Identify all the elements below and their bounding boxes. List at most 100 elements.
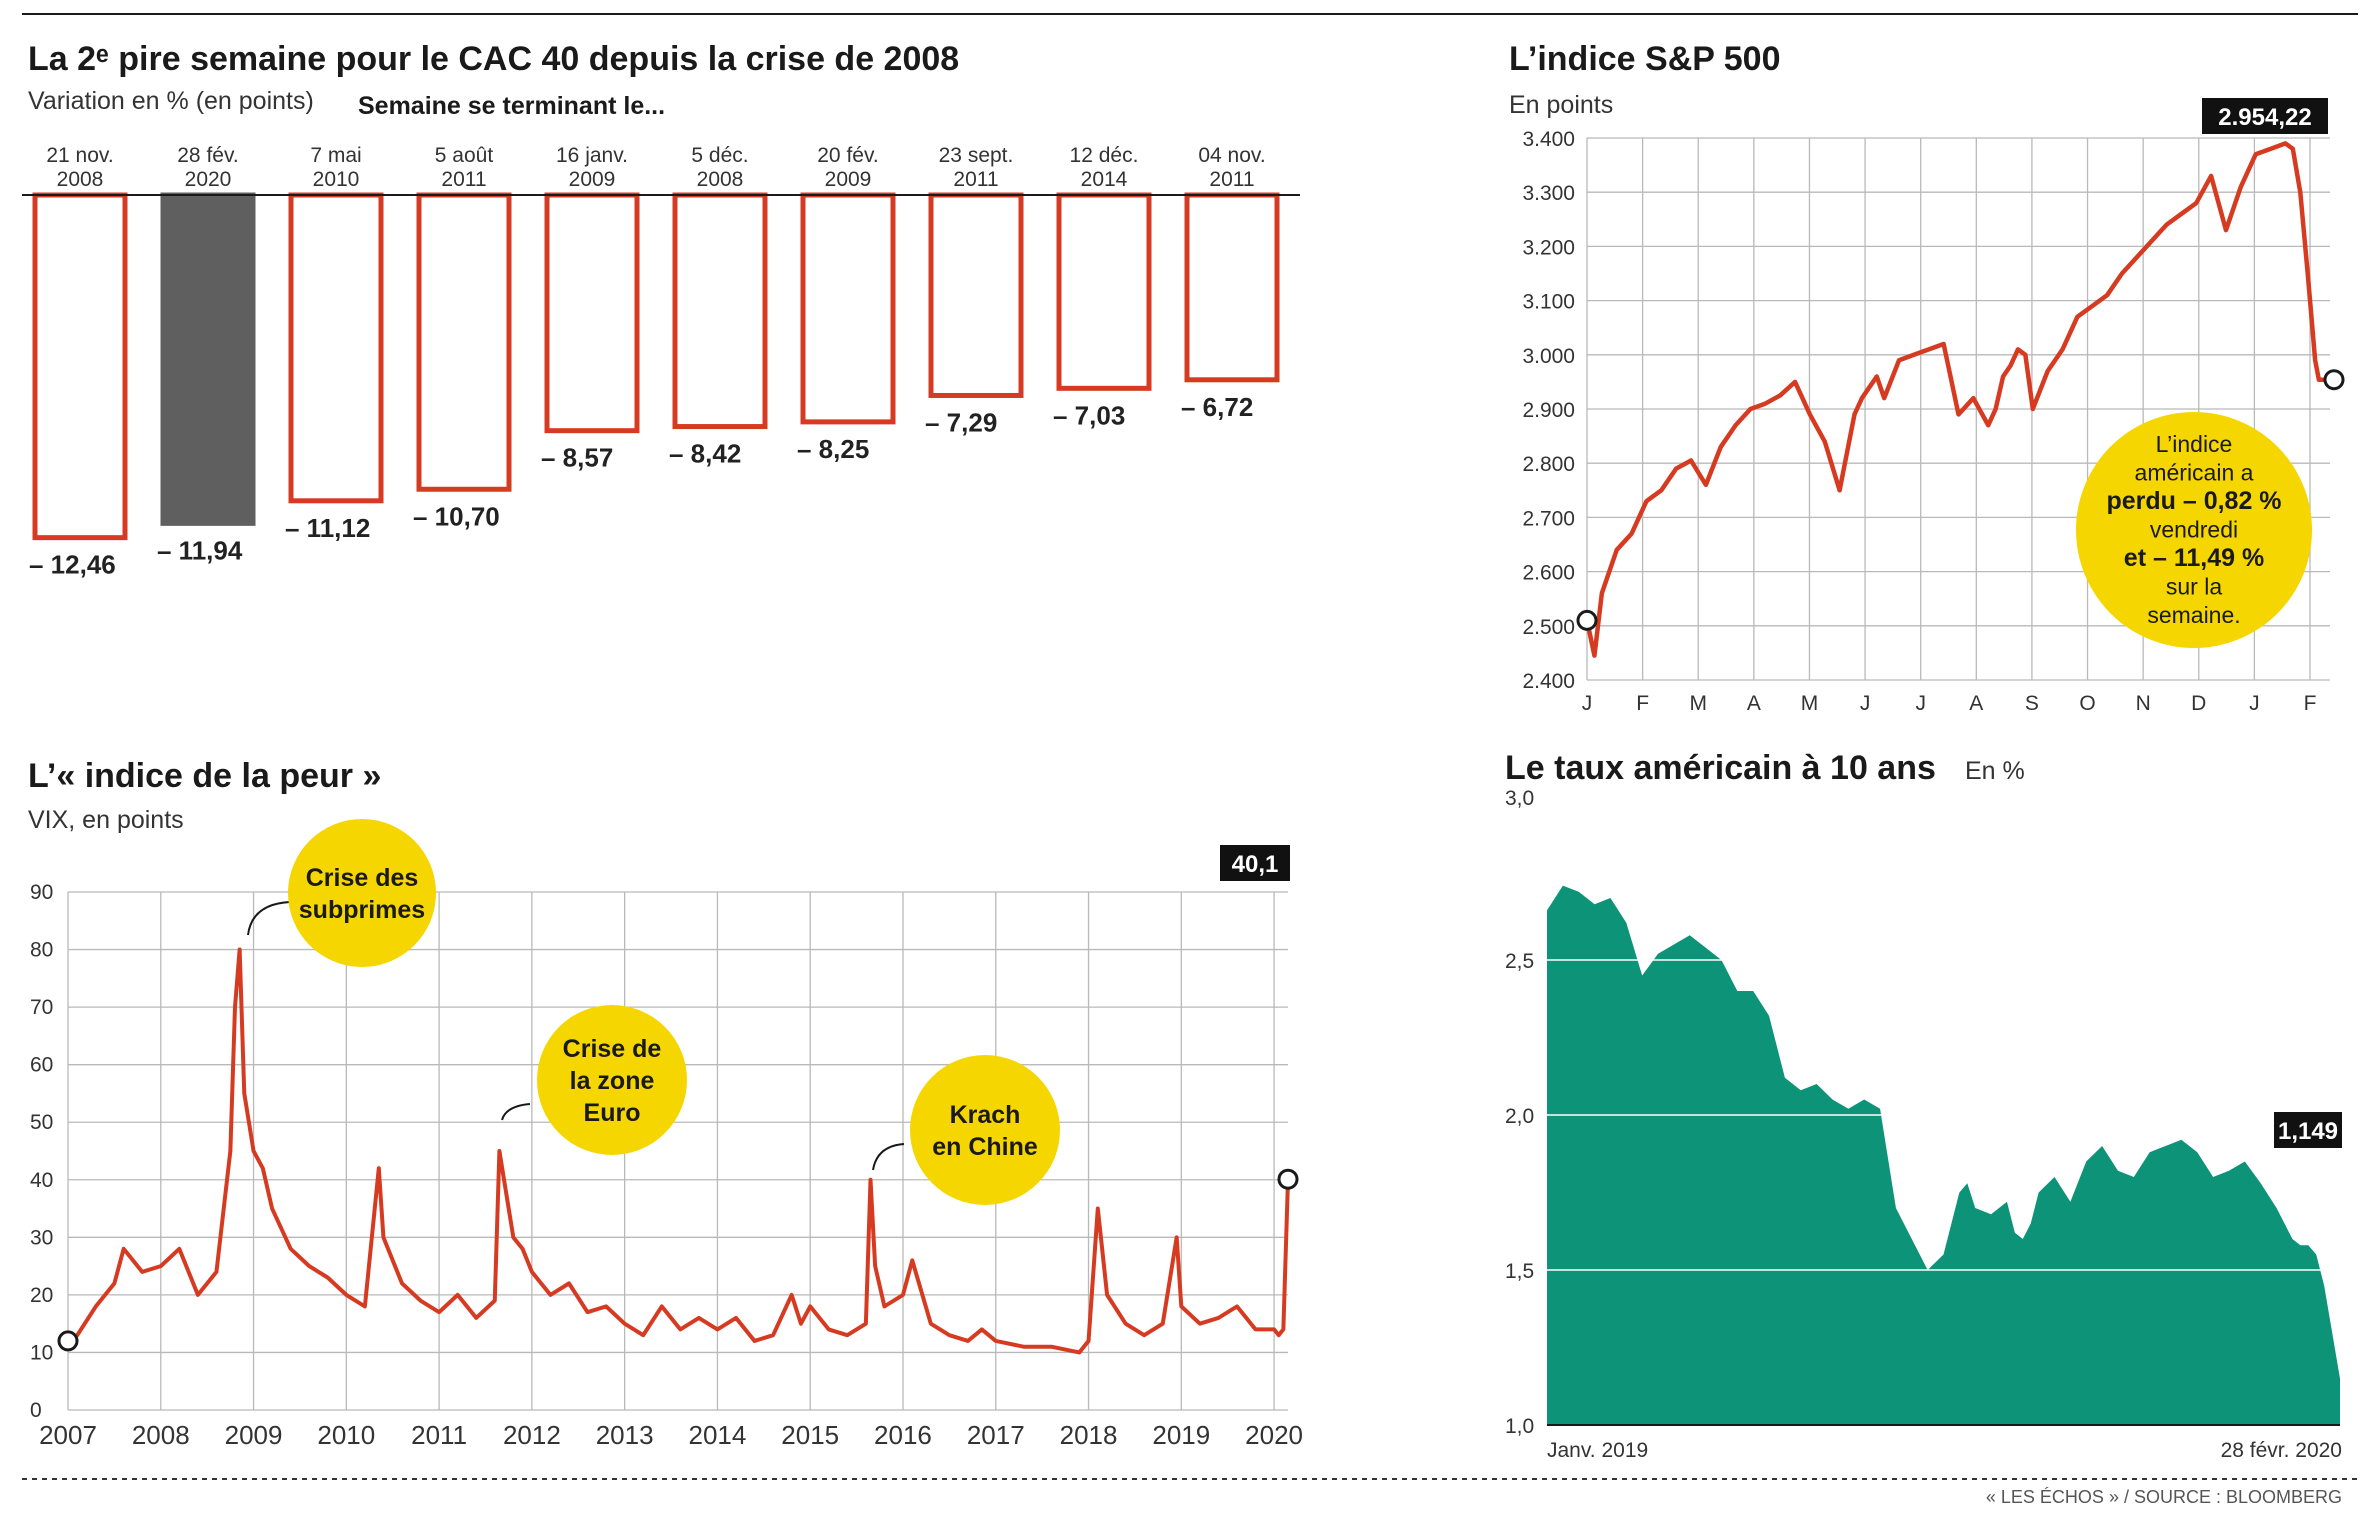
cac-bar — [1056, 192, 1152, 391]
sp-panel: L’indice S&P 500 En points 2.400 2.500 2.6… — [1509, 40, 2345, 715]
cac-category-year: 2008 — [697, 168, 744, 191]
cac-category-year: 2011 — [953, 168, 998, 191]
sp-y-tick: 2.700 — [1522, 507, 1575, 530]
ust-chart-group: 1,0 1,5 2,0 2,5 3,0 Janv. 2019 28 févr. 2020 1,… — [1505, 787, 2342, 1462]
vix-subtitle: VIX, en points — [28, 806, 184, 834]
vix-x-tick: 2018 — [1060, 1420, 1118, 1450]
vix-annotation-text: Euro — [584, 1099, 641, 1127]
sp-y-tick: 3.400 — [1522, 128, 1575, 151]
sp-y-tick: 2.900 — [1522, 399, 1575, 422]
vix-panel: L’« indice de la peur » VIX, en points 0… — [28, 757, 1303, 1450]
sp-x-tick: J — [1860, 692, 1871, 715]
ust-last-value-tag — [2274, 1112, 2342, 1148]
vix-y-tick: 10 — [30, 1341, 53, 1364]
vix-chart-group: 0 10 20 30 40 50 60 70 80 90 2007 2008 2009 2010 2011 2… — [30, 819, 1303, 1450]
vix-x-tick: 2009 — [225, 1420, 283, 1450]
ust-panel: Le taux américain à 10 ans En % 1,0 1,5 2,… — [1505, 749, 2342, 1462]
sp-last-value: 2.954,22 — [2218, 104, 2311, 131]
source-credit: « LES ÉCHOS » / SOURCE : BLOOMBERG — [1986, 1487, 2342, 1507]
cac-value-label: – 12,46 — [29, 550, 116, 580]
ust-start-label: Janv. 2019 — [1547, 1439, 1648, 1462]
cac-subtitle-week: Semaine se terminant le... — [358, 92, 665, 120]
cac-category-date: 23 sept. — [939, 144, 1014, 167]
sp-x-tick: M — [1801, 692, 1819, 715]
cac-category-year: 2011 — [441, 168, 486, 191]
vix-x-tick: 2017 — [967, 1420, 1025, 1450]
cac-category-date: 16 janv. — [556, 144, 628, 167]
cac-bar — [416, 192, 512, 492]
vix-last-value: 40,1 — [1232, 851, 1279, 878]
ust-y-tick: 1,5 — [1505, 1260, 1534, 1283]
cac-bar — [160, 192, 256, 526]
sp-x-tick: M — [1689, 692, 1707, 715]
ust-end-label: 28 févr. 2020 — [2221, 1439, 2342, 1462]
vix-x-tick: 2020 — [1245, 1420, 1303, 1450]
vix-x-tick: 2008 — [132, 1420, 190, 1450]
sp-x-tick: O — [2079, 692, 2095, 715]
cac-category-year: 2014 — [1081, 168, 1128, 191]
cac-value-label: – 8,57 — [541, 443, 613, 473]
cac-bar — [288, 192, 384, 504]
vix-end-marker — [1277, 1168, 1299, 1190]
vix-x-tick: 2015 — [781, 1420, 839, 1450]
vix-y-tick: 80 — [30, 939, 53, 962]
sp-annotation-bubble — [2076, 412, 2312, 648]
vix-annotation-bubble — [288, 819, 436, 967]
cac-category-date: 04 nov. — [1198, 144, 1265, 167]
vix-annotation-arrow — [501, 1103, 531, 1121]
sp-price-line — [1584, 141, 2330, 658]
cac-category-date: 21 nov. — [46, 144, 113, 167]
cac-value-label: – 6,72 — [1181, 392, 1253, 422]
sp-x-tick: A — [1747, 692, 1761, 715]
sp-last-value-tag — [2202, 98, 2328, 134]
sp-y-tick: 3.100 — [1522, 291, 1575, 314]
sp-x-tick: D — [2191, 692, 2206, 715]
cac-title: La 2ᵉ pire semaine pour le CAC 40 depuis… — [28, 40, 959, 78]
sp-y-tick: 2.800 — [1522, 453, 1575, 476]
sp-bubble-line: et – 11,49 % — [2124, 544, 2264, 572]
sp-bubble-line: vendredi — [2150, 517, 2238, 543]
cac-category-date: 12 déc. — [1070, 144, 1139, 167]
sp-y-tick: 3.300 — [1522, 182, 1575, 205]
vix-annotation-text: la zone — [570, 1067, 655, 1095]
vix-y-tick: 50 — [30, 1111, 53, 1134]
vix-x-tick: 2010 — [317, 1420, 375, 1450]
cac-value-label: – 11,94 — [157, 535, 243, 565]
cac-category-year: 2009 — [569, 168, 616, 191]
ust-y-tick: 1,0 — [1505, 1415, 1534, 1438]
vix-title: L’« indice de la peur » — [28, 757, 381, 795]
cac-bar — [800, 192, 896, 425]
sp-x-tick: N — [2136, 692, 2151, 715]
sp-x-tick: F — [2304, 692, 2317, 715]
cac-bar — [544, 192, 640, 434]
vix-x-tick: 2013 — [596, 1420, 654, 1450]
cac-category-date: 5 août — [435, 144, 494, 167]
sp-y-tick: 2.400 — [1522, 670, 1575, 693]
sp-y-tick: 3.000 — [1522, 345, 1575, 368]
vix-line — [66, 947, 1290, 1355]
vix-y-tick: 70 — [30, 996, 53, 1019]
sp-x-tick: J — [2249, 692, 2260, 715]
vix-y-tick: 0 — [30, 1399, 42, 1422]
cac-bar — [672, 192, 768, 430]
sp-y-tick: 2.600 — [1522, 562, 1575, 585]
cac-category-year: 2020 — [185, 168, 232, 191]
sp-subtitle: En points — [1509, 91, 1613, 119]
cac-value-label: – 7,03 — [1053, 400, 1125, 430]
sp-start-marker — [1576, 609, 1598, 631]
vix-annotation-text: en Chine — [932, 1133, 1038, 1161]
vix-x-tick: 2016 — [874, 1420, 932, 1450]
sp-x-tick: A — [1969, 692, 1983, 715]
vix-x-tick: 2019 — [1152, 1420, 1210, 1450]
ust-title: Le taux américain à 10 ans — [1505, 749, 1936, 787]
vix-x-tick: 2012 — [503, 1420, 561, 1450]
cac-value-label: – 11,12 — [285, 513, 370, 543]
sp-y-tick: 2.500 — [1522, 616, 1575, 639]
vix-y-tick: 20 — [30, 1284, 53, 1307]
ust-unit: En % — [1965, 757, 2025, 785]
cac-category-date: 5 déc. — [691, 144, 748, 167]
vix-y-tick: 40 — [30, 1169, 53, 1192]
cac-bar — [928, 192, 1024, 398]
